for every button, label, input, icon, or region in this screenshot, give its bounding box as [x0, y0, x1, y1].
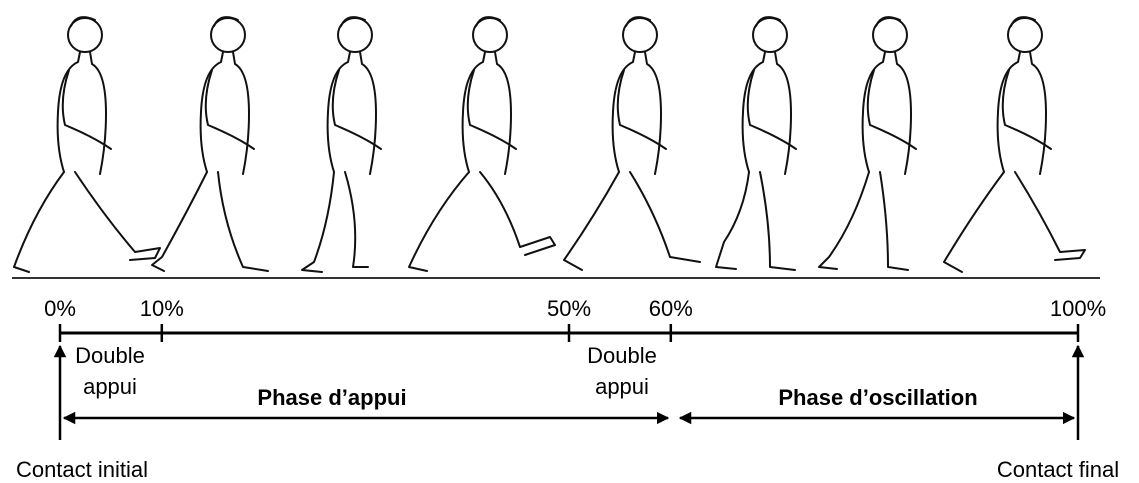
double-support-label: Double: [75, 343, 145, 368]
phase-label: Phase d’oscillation: [778, 385, 977, 410]
double-support-label: Double: [587, 343, 657, 368]
walking-figures: [13, 16, 1086, 273]
event-label: Contact initial: [16, 457, 148, 482]
double-support-label: appui: [595, 374, 649, 399]
tick-label: 0%: [44, 296, 76, 321]
event-label: Contact final: [997, 457, 1119, 482]
phase-label: Phase d’appui: [257, 385, 406, 410]
tick-label: 10%: [140, 296, 184, 321]
tick-label: 60%: [649, 296, 693, 321]
double-support-label: appui: [83, 374, 137, 399]
tick-label: 100%: [1050, 296, 1106, 321]
tick-label: 50%: [547, 296, 591, 321]
